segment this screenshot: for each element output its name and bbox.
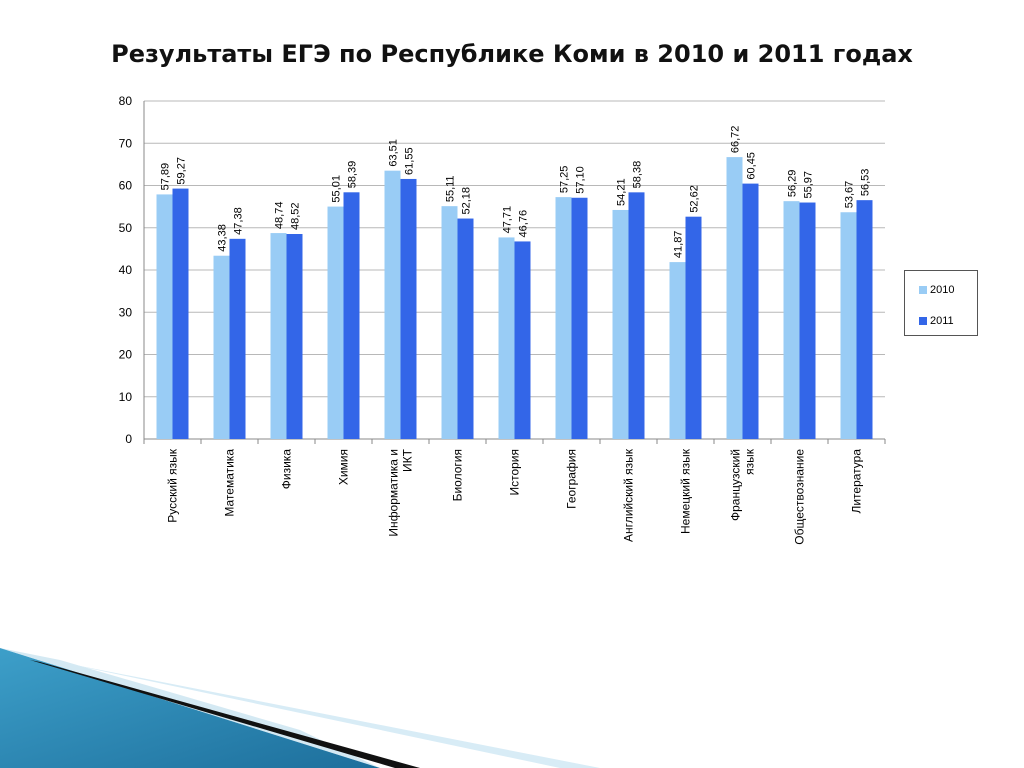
bar-2010 bbox=[726, 157, 743, 439]
bar-2011 bbox=[229, 238, 246, 439]
data-label-2011: 52,18 bbox=[461, 187, 473, 215]
data-label-2010: 54,21 bbox=[616, 178, 628, 206]
bar-2011 bbox=[514, 241, 531, 439]
category-label: География bbox=[565, 449, 579, 509]
chart-legend: 2010 2011 bbox=[904, 270, 978, 336]
bar-2011 bbox=[343, 192, 360, 439]
y-tick-label: 30 bbox=[119, 305, 133, 319]
y-tick-label: 80 bbox=[119, 94, 133, 108]
data-label-2011: 58,39 bbox=[347, 161, 359, 189]
data-label-2010: 56,29 bbox=[787, 170, 799, 198]
category-label: Литература bbox=[850, 449, 864, 514]
data-label-2010: 48,74 bbox=[274, 202, 286, 230]
data-label-2010: 55,11 bbox=[445, 175, 457, 202]
category-label: Математика bbox=[223, 449, 237, 517]
bar-2010 bbox=[213, 255, 230, 439]
category-label: язык bbox=[743, 448, 757, 475]
data-label-2010: 55,01 bbox=[331, 175, 343, 203]
legend-item-2011: 2011 bbox=[919, 315, 954, 327]
bar-2010 bbox=[783, 201, 800, 439]
data-label-2010: 41,87 bbox=[673, 231, 685, 259]
data-label-2010: 66,72 bbox=[730, 126, 742, 154]
legend-label-2010: 2010 bbox=[930, 284, 955, 296]
bar-2011 bbox=[856, 200, 873, 439]
y-tick-label: 70 bbox=[119, 136, 133, 150]
bar-2011 bbox=[628, 192, 645, 439]
data-label-2011: 61,55 bbox=[404, 147, 416, 175]
data-label-2011: 57,10 bbox=[575, 166, 587, 194]
bar-2011 bbox=[286, 234, 303, 439]
data-label-2010: 47,71 bbox=[502, 206, 514, 234]
bar-2010 bbox=[555, 197, 572, 439]
data-label-2011: 46,76 bbox=[518, 210, 530, 238]
data-label-2011: 48,52 bbox=[290, 202, 302, 230]
bar-2011 bbox=[685, 216, 702, 439]
category-label: Обществознание bbox=[793, 449, 807, 545]
data-label-2011: 58,38 bbox=[632, 161, 644, 189]
category-label: История bbox=[508, 449, 522, 496]
bar-2011 bbox=[457, 218, 474, 439]
legend-item-2010: 2010 bbox=[919, 284, 954, 296]
category-label: Физика bbox=[280, 449, 294, 490]
chart-title: Результаты ЕГЭ по Республике Коми в 2010… bbox=[111, 40, 913, 68]
data-label-2011: 52,62 bbox=[689, 185, 701, 213]
data-label-2010: 43,38 bbox=[217, 224, 229, 252]
legend-swatch-2011 bbox=[919, 317, 927, 325]
y-tick-label: 10 bbox=[119, 390, 133, 404]
bar-2011 bbox=[799, 202, 816, 439]
data-label-2010: 57,89 bbox=[160, 163, 172, 191]
bar-2010 bbox=[498, 237, 515, 439]
bar-2011 bbox=[571, 197, 588, 439]
bar-2010 bbox=[441, 206, 458, 439]
data-label-2011: 47,38 bbox=[233, 207, 245, 235]
data-label-2010: 57,25 bbox=[559, 166, 571, 194]
bar-2010 bbox=[327, 206, 344, 439]
legend-label-2011: 2011 bbox=[930, 315, 954, 327]
legend-swatch-2010 bbox=[919, 286, 927, 294]
data-label-2011: 56,53 bbox=[860, 169, 872, 197]
bar-2011 bbox=[742, 183, 759, 439]
bar-2011 bbox=[172, 188, 189, 439]
bar-2010 bbox=[384, 170, 401, 439]
bar-2010 bbox=[156, 194, 173, 439]
y-tick-label: 20 bbox=[119, 348, 133, 362]
category-label: Биология bbox=[451, 449, 465, 501]
data-label-2011: 59,27 bbox=[176, 157, 188, 185]
data-label-2011: 55,97 bbox=[803, 171, 815, 199]
bar-2010 bbox=[612, 209, 629, 439]
data-label-2010: 53,67 bbox=[844, 181, 856, 209]
y-tick-label: 40 bbox=[119, 263, 133, 277]
y-tick-label: 0 bbox=[125, 432, 132, 446]
bar-2010 bbox=[840, 212, 857, 439]
bar-2010 bbox=[270, 233, 287, 439]
category-label: Английский язык bbox=[622, 448, 636, 542]
data-label-2011: 60,45 bbox=[746, 152, 758, 180]
category-label: ИКТ bbox=[401, 448, 415, 472]
category-label: Немецкий язык bbox=[679, 448, 693, 534]
category-label: Химия bbox=[337, 449, 351, 485]
category-label: Информатика и bbox=[387, 449, 401, 537]
bar-2011 bbox=[400, 178, 417, 440]
category-label: Французский bbox=[729, 449, 743, 521]
y-tick-label: 60 bbox=[119, 179, 133, 193]
y-tick-label: 50 bbox=[119, 221, 133, 235]
bar-2010 bbox=[669, 262, 686, 439]
data-label-2010: 63,51 bbox=[388, 139, 400, 167]
category-label: Русский язык bbox=[166, 448, 180, 522]
